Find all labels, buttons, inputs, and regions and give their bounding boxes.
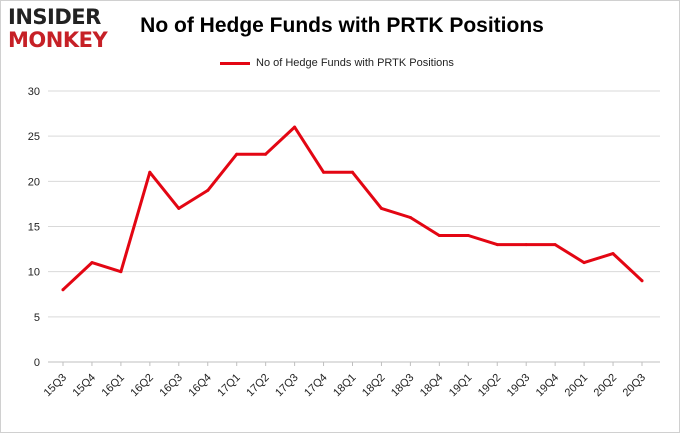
data-point bbox=[553, 243, 557, 247]
x-tick-label: 20Q2 bbox=[592, 372, 620, 400]
y-tick-label: 0 bbox=[34, 357, 40, 369]
y-tick-label: 15 bbox=[28, 222, 40, 234]
x-tick-label: 18Q2 bbox=[360, 372, 388, 400]
x-tick-label: 15Q4 bbox=[71, 372, 99, 400]
data-point bbox=[148, 170, 152, 174]
x-tick-label: 16Q4 bbox=[186, 372, 214, 400]
chart-legend: No of Hedge Funds with PRTK Positions bbox=[220, 55, 454, 71]
data-point bbox=[177, 206, 181, 210]
chart-title: No of Hedge Funds with PRTK Positions bbox=[140, 14, 544, 37]
y-tick-label: 10 bbox=[28, 267, 40, 279]
x-tick-label: 19Q3 bbox=[505, 372, 533, 400]
legend-label: No of Hedge Funds with PRTK Positions bbox=[256, 57, 454, 69]
data-point bbox=[322, 170, 326, 174]
legend-swatch bbox=[220, 61, 250, 65]
data-point bbox=[495, 243, 499, 247]
data-point bbox=[119, 270, 123, 274]
x-tick-label: 19Q2 bbox=[476, 372, 504, 400]
data-point bbox=[640, 279, 644, 283]
data-point bbox=[611, 252, 615, 256]
y-tick-label: 20 bbox=[28, 176, 40, 188]
x-tick-label: 17Q1 bbox=[215, 372, 243, 400]
data-point bbox=[206, 188, 210, 192]
data-point bbox=[293, 125, 297, 129]
x-tick-label: 16Q3 bbox=[157, 372, 185, 400]
data-point bbox=[235, 152, 239, 156]
logo-line-2: MONKEY bbox=[8, 28, 108, 52]
insider-monkey-logo: INSIDER MONKEY bbox=[8, 6, 130, 56]
data-point bbox=[90, 261, 94, 265]
data-point bbox=[351, 170, 354, 174]
y-tick-label: 25 bbox=[28, 131, 40, 143]
data-point bbox=[379, 206, 383, 210]
x-tick-label: 19Q4 bbox=[534, 372, 562, 400]
y-tick-label: 5 bbox=[34, 312, 40, 324]
x-tick-label: 16Q1 bbox=[99, 372, 127, 400]
data-point bbox=[582, 261, 586, 265]
x-tick-label: 17Q3 bbox=[273, 372, 301, 400]
logo-line-1: INSIDER bbox=[8, 5, 101, 29]
data-point bbox=[437, 234, 441, 238]
series-line bbox=[61, 125, 644, 292]
data-point bbox=[264, 152, 268, 156]
y-tick-label: 30 bbox=[28, 86, 40, 98]
x-tick-label: 19Q1 bbox=[447, 372, 475, 400]
x-tick-label: 17Q4 bbox=[302, 372, 330, 400]
data-point bbox=[466, 234, 470, 238]
x-tick-label: 20Q1 bbox=[563, 372, 591, 400]
data-point bbox=[524, 243, 528, 247]
data-point bbox=[408, 215, 412, 219]
x-tick-label: 18Q1 bbox=[331, 372, 359, 400]
x-tick-label: 18Q4 bbox=[418, 372, 446, 400]
x-tick-label: 18Q3 bbox=[389, 372, 417, 400]
data-point bbox=[61, 288, 65, 292]
x-tick-label: 15Q3 bbox=[42, 372, 70, 400]
x-tick-label: 16Q2 bbox=[128, 372, 156, 400]
x-tick-label: 17Q2 bbox=[244, 372, 272, 400]
x-tick-label: 20Q3 bbox=[621, 372, 649, 400]
